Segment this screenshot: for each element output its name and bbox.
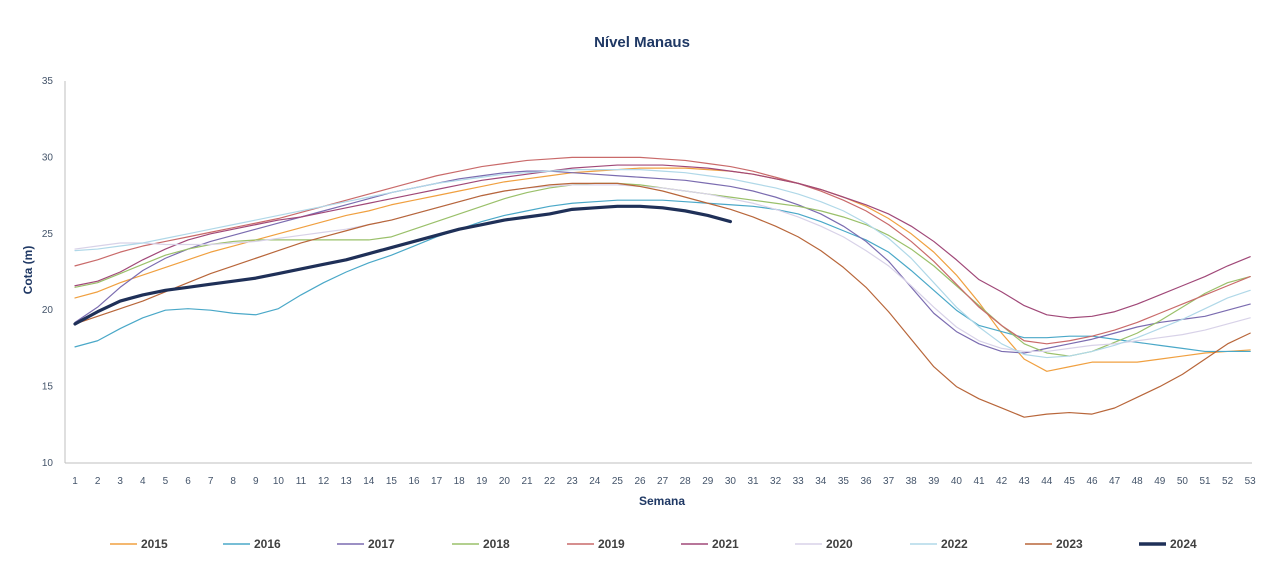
x-tick-label: 49 <box>1154 476 1166 487</box>
legend-label-2017: 2017 <box>368 537 395 551</box>
series-line-2024 <box>73 204 733 326</box>
x-tick-label: 40 <box>951 476 963 487</box>
x-tick-label: 34 <box>815 476 827 487</box>
series-line-2020 <box>74 184 1251 353</box>
x-tick-label: 8 <box>230 476 236 487</box>
x-tick-label: 47 <box>1109 476 1121 487</box>
axes <box>64 81 1252 464</box>
series-line-2021 <box>74 164 1251 319</box>
legend-label-2019: 2019 <box>598 537 625 551</box>
x-tick-label: 50 <box>1177 476 1189 487</box>
x-tick-label: 14 <box>363 476 375 487</box>
x-tick-label: 33 <box>793 476 805 487</box>
x-tick-label: 11 <box>296 476 307 487</box>
x-tick-label: 25 <box>612 476 624 487</box>
x-tick-label: 46 <box>1086 476 1098 487</box>
x-tick-label: 52 <box>1222 476 1234 487</box>
x-tick-label: 36 <box>860 476 872 487</box>
x-tick-label: 53 <box>1245 476 1257 487</box>
x-tick-label: 27 <box>657 476 669 487</box>
legend-label-2021: 2021 <box>712 537 739 551</box>
series-line-2017 <box>74 170 1251 354</box>
y-tick-label: 30 <box>42 152 54 163</box>
y-tick-label: 15 <box>42 382 54 393</box>
x-tick-label: 3 <box>117 476 123 487</box>
x-tick-label: 13 <box>341 476 353 487</box>
x-tick-label: 31 <box>747 476 759 487</box>
legend-label-2023: 2023 <box>1056 537 1083 551</box>
x-tick-label: 43 <box>1019 476 1031 487</box>
series-line-2019 <box>74 156 1251 345</box>
x-tick-label: 4 <box>140 476 146 487</box>
series-line-2022 <box>74 169 1251 359</box>
x-tick-label: 12 <box>318 476 330 487</box>
x-tick-label: 18 <box>454 476 466 487</box>
y-tick-label: 10 <box>42 458 54 469</box>
legend: 2015 2016 2017 2018 2019 2021 2020 2022 2023 2024 <box>110 537 1197 551</box>
x-tick-label: 9 <box>253 476 259 487</box>
series-line-2016 <box>74 199 1251 353</box>
x-tick-label: 20 <box>499 476 511 487</box>
y-tick-label: 25 <box>42 229 54 240</box>
x-tick-label: 26 <box>634 476 646 487</box>
x-tick-label: 41 <box>973 476 985 487</box>
x-tick-label: 24 <box>589 476 601 487</box>
x-tick-label: 44 <box>1041 476 1053 487</box>
legend-label-2018: 2018 <box>483 537 510 551</box>
x-tick-label: 39 <box>928 476 940 487</box>
legend-label-2022: 2022 <box>941 537 968 551</box>
x-tick-label: 6 <box>185 476 191 487</box>
x-tick-label: 28 <box>680 476 692 487</box>
legend-label-2016: 2016 <box>254 537 281 551</box>
y-axis-ticks: 10 15 20 25 30 35 <box>42 76 54 469</box>
series-line-2023 <box>74 182 1251 418</box>
x-axis-ticks: 1 2 3 4 5 6 7 8 9 10 11 12 13 14 15 16 17 18 19 20 21 22 23 24 2… <box>72 476 1256 487</box>
x-tick-label: 19 <box>476 476 488 487</box>
series-line-2015 <box>74 167 1251 372</box>
x-tick-label: 17 <box>431 476 443 487</box>
x-tick-label: 38 <box>906 476 918 487</box>
x-tick-label: 23 <box>567 476 579 487</box>
x-tick-label: 29 <box>702 476 714 487</box>
legend-label-2020: 2020 <box>826 537 853 551</box>
x-tick-label: 2 <box>95 476 101 487</box>
x-tick-label: 30 <box>725 476 737 487</box>
x-tick-label: 5 <box>163 476 169 487</box>
x-tick-label: 35 <box>838 476 850 487</box>
y-tick-label: 20 <box>42 305 54 316</box>
y-axis-title: Cota (m) <box>21 246 35 295</box>
x-axis-title: Semana <box>639 494 685 508</box>
x-tick-label: 10 <box>273 476 285 487</box>
legend-label-2015: 2015 <box>141 537 168 551</box>
x-tick-label: 45 <box>1064 476 1076 487</box>
x-tick-label: 15 <box>386 476 398 487</box>
x-tick-label: 16 <box>408 476 420 487</box>
x-tick-label: 1 <box>72 476 78 487</box>
x-tick-label: 51 <box>1199 476 1211 487</box>
legend-label-2024: 2024 <box>1170 537 1197 551</box>
x-tick-label: 22 <box>544 476 556 487</box>
chart-title: Nível Manaus <box>594 34 690 51</box>
x-tick-label: 48 <box>1132 476 1144 487</box>
x-tick-label: 42 <box>996 476 1008 487</box>
y-tick-label: 35 <box>42 76 54 87</box>
x-tick-label: 21 <box>521 476 533 487</box>
x-tick-label: 32 <box>770 476 782 487</box>
x-tick-label: 7 <box>208 476 214 487</box>
x-tick-label: 37 <box>883 476 895 487</box>
series-lines <box>73 156 1251 418</box>
